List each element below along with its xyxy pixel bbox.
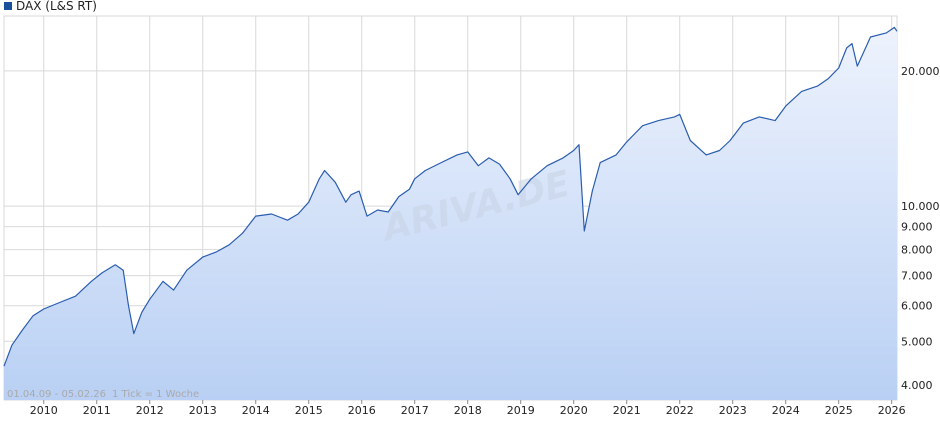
y-tick-label: 10.000 <box>901 200 940 213</box>
x-tick-label: 2010 <box>30 404 58 417</box>
y-tick-label: 9.000 <box>901 221 933 234</box>
x-tick-label: 2015 <box>295 404 323 417</box>
tick-interval-label: 1 Tick = 1 Woche <box>112 389 199 400</box>
x-axis-ticks: 2010 2011 2012 2013 2014 2015 2016 2017 2018 2019… <box>30 400 906 417</box>
x-tick-label: 2021 <box>613 404 641 417</box>
y-tick-label: 4.000 <box>901 379 933 392</box>
x-tick-label: 2012 <box>136 404 164 417</box>
x-tick-label: 2013 <box>189 404 217 417</box>
y-tick-label: 20.000 <box>901 65 940 78</box>
x-tick-label: 2017 <box>401 404 429 417</box>
x-tick-label: 2020 <box>560 404 588 417</box>
y-tick-label: 5.000 <box>901 335 933 348</box>
price-line <box>3 26 898 367</box>
x-tick-label: 2011 <box>83 404 111 417</box>
date-range-label: 01.04.09 - 05.02.26 <box>7 389 106 400</box>
x-tick-label: 2026 <box>878 404 906 417</box>
x-tick-label: 2016 <box>348 404 376 417</box>
y-tick-label: 6.000 <box>901 300 933 313</box>
y-tick-label: 8.000 <box>901 244 933 257</box>
legend-label: DAX (L&S RT) <box>16 0 97 13</box>
x-tick-label: 2018 <box>454 404 482 417</box>
x-tick-label: 2023 <box>719 404 747 417</box>
legend-swatch <box>4 2 12 10</box>
y-axis-ticks: 4.000 5.000 6.000 7.000 8.000 9.000 10.000 20.0… <box>901 65 940 392</box>
x-tick-label: 2019 <box>507 404 535 417</box>
price-area <box>4 27 897 401</box>
x-tick-label: 2024 <box>772 404 800 417</box>
y-tick-label: 7.000 <box>901 270 933 283</box>
x-tick-label: 2014 <box>242 404 270 417</box>
x-tick-label: 2022 <box>666 404 694 417</box>
x-tick-label: 2025 <box>825 404 853 417</box>
